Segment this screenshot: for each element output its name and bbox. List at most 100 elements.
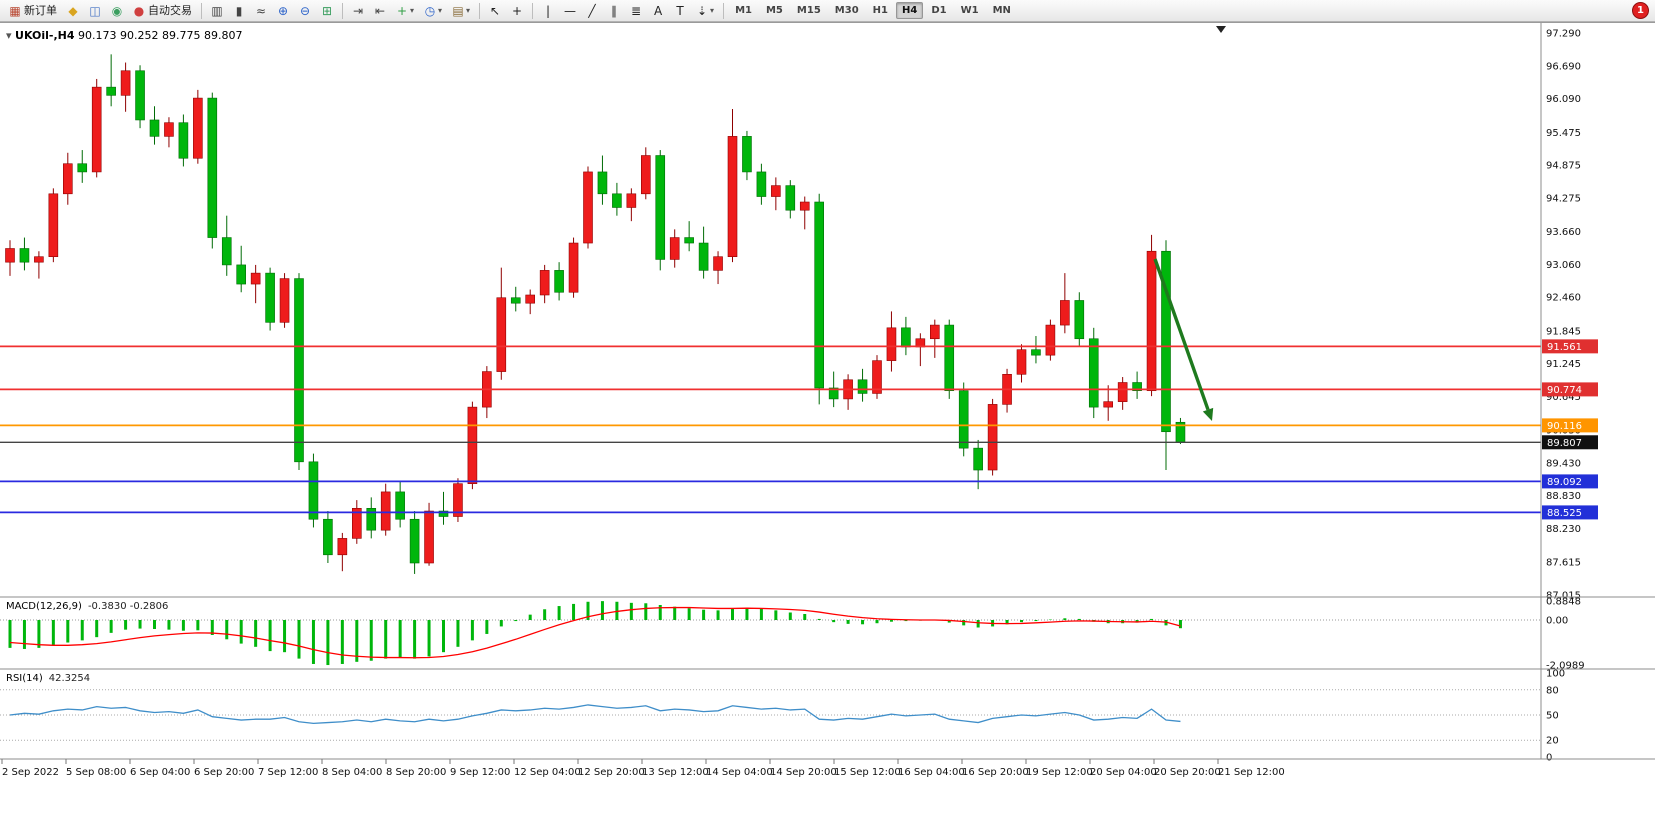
- candle: [1146, 250, 1157, 392]
- rsi-axis-label: 20: [1546, 736, 1559, 747]
- trendline-button[interactable]: ╱: [582, 1, 602, 21]
- arrows-tool-button[interactable]: ⇣ ▾: [692, 1, 718, 21]
- horizontal-line-button[interactable]: —: [560, 1, 580, 21]
- indicators-button[interactable]: + ▾: [392, 1, 418, 21]
- price-axis-label: 96.090: [1546, 94, 1581, 105]
- channel-button[interactable]: ∥: [604, 1, 624, 21]
- chart-canvas[interactable]: 97.290 96.690 96.090 95.475 94.875 94.275 93.6…: [0, 23, 1655, 823]
- candle: [698, 242, 709, 271]
- templates-button[interactable]: ▤ ▾: [448, 1, 474, 21]
- candle: [395, 491, 405, 520]
- timeframe-h4-button[interactable]: H4: [895, 2, 924, 19]
- candle: [5, 248, 15, 263]
- candle: [91, 86, 102, 173]
- candle: [467, 406, 478, 484]
- candle: [236, 264, 246, 285]
- timeframe-w1-button[interactable]: W1: [960, 5, 979, 16]
- auto-scroll-button[interactable]: ⇥: [348, 1, 368, 21]
- candle: [1088, 338, 1099, 408]
- candle: [1060, 300, 1070, 326]
- time-axis-label: 7 Sep 12:00: [258, 767, 318, 778]
- candle: [742, 136, 752, 173]
- candlestick-chart-button[interactable]: ▮: [229, 1, 249, 21]
- candle: [337, 538, 348, 556]
- price-axis-label: 93.660: [1546, 227, 1581, 238]
- chart-shift-button[interactable]: ⇤: [370, 1, 390, 21]
- fibonacci-button[interactable]: ≣: [626, 1, 646, 21]
- auto-trading-label: 自动交易: [148, 4, 192, 17]
- chart-window: 97.290 96.690 96.090 95.475 94.875 94.275 93.6…: [0, 22, 1655, 822]
- candle: [207, 97, 218, 238]
- templates-dropdown-icon[interactable]: ▾: [466, 5, 471, 15]
- text-label-button[interactable]: T: [670, 1, 690, 21]
- price-axis-label: 97.290: [1546, 29, 1581, 40]
- indicators-dropdown-icon[interactable]: ▾: [410, 5, 415, 15]
- timeframe-m15-button[interactable]: M15: [796, 5, 821, 16]
- timeframe-h1-button[interactable]: H1: [872, 5, 888, 16]
- time-axis-label: 20 Sep 20:00: [1154, 767, 1221, 778]
- price-axis-label: 91.845: [1546, 326, 1581, 337]
- market-watch-button[interactable]: ◫: [85, 1, 105, 21]
- timeframe-d1-button[interactable]: D1: [931, 5, 947, 16]
- time-axis-label: 16 Sep 04:00: [898, 767, 965, 778]
- bar-chart-button[interactable]: ▥: [207, 1, 227, 21]
- toolbar-separator: [342, 2, 343, 19]
- candle: [799, 201, 810, 211]
- candle: [48, 193, 59, 258]
- line-chart-button[interactable]: ≈: [251, 1, 271, 21]
- line-chart-icon: ≈: [255, 3, 267, 18]
- candle: [886, 327, 897, 361]
- timeframe-m5-button[interactable]: M5: [765, 5, 783, 16]
- candle: [713, 256, 723, 271]
- chart-shift-marker[interactable]: [1216, 26, 1226, 33]
- price-badge-label: 89.807: [1547, 438, 1582, 449]
- timeframe-m1-button[interactable]: M1: [735, 5, 752, 16]
- macd-axis-label: 0.8848: [1546, 597, 1581, 608]
- candle: [265, 272, 275, 323]
- periods-dropdown-icon[interactable]: ▾: [438, 5, 443, 15]
- zoom-in-button[interactable]: ⊕: [273, 1, 293, 21]
- one-click-trading-toggle[interactable]: ▾: [6, 29, 12, 42]
- candle: [901, 327, 911, 348]
- text-button[interactable]: A: [648, 1, 668, 21]
- price-axis-label: 87.015: [1546, 591, 1581, 602]
- charts-button[interactable]: ◆: [63, 1, 83, 21]
- rsi-indicator-label: RSI(14) 42.3254: [6, 673, 90, 684]
- text-icon: A: [653, 3, 663, 18]
- candle: [958, 390, 969, 449]
- candle: [1045, 324, 1056, 356]
- zoom-out-button[interactable]: ⊖: [295, 1, 315, 21]
- price-badge: [1542, 339, 1598, 354]
- timeframe-m30-button[interactable]: M30: [834, 5, 859, 16]
- arrows-tool-dropdown-icon[interactable]: ▾: [710, 5, 715, 15]
- toolbar-separator: [479, 2, 481, 19]
- periods-button[interactable]: ◷ ▾: [420, 1, 446, 21]
- zoom-out-icon: ⊖: [299, 3, 311, 18]
- time-axis-label: 21 Sep 12:00: [1218, 767, 1285, 778]
- candle: [785, 185, 796, 211]
- crosshair-button[interactable]: +: [507, 1, 527, 21]
- new-order-button[interactable]: ▦ 新订单: [5, 1, 61, 21]
- tile-windows-button[interactable]: ⊞: [317, 1, 337, 21]
- candle: [366, 508, 377, 531]
- trend-arrow-head: [1202, 407, 1214, 421]
- trend-arrow[interactable]: [1153, 258, 1210, 411]
- toolbar: ▦ 新订单 ◆ ◫ ◉ ● 自动交易 ▥ ▮ ≈ ⊕ ⊖ ⊞ ⇥ ⇤ + ▾ ◷ ▾ ▤ ▾ ↖ + | — ╱ ∥…: [0, 0, 1655, 22]
- market-watch-icon: ◫: [89, 3, 101, 18]
- timeframe-mn-button[interactable]: MN: [992, 5, 1011, 16]
- rsi-axis-label: 0: [1546, 753, 1552, 764]
- candle: [34, 256, 44, 263]
- candle: [987, 404, 998, 471]
- new-order-icon: ▦: [9, 3, 21, 18]
- tile-windows-icon: ⊞: [321, 3, 333, 18]
- vertical-line-button[interactable]: |: [538, 1, 558, 21]
- navigator-button[interactable]: ◉: [107, 1, 127, 21]
- auto-trading-button[interactable]: ● 自动交易: [129, 1, 196, 21]
- candle: [77, 163, 88, 173]
- price-axis-label: 92.460: [1546, 293, 1581, 304]
- candle: [814, 201, 825, 389]
- macd-axis-label: -2.0989: [1546, 661, 1585, 672]
- notification-badge[interactable]: 1: [1632, 2, 1649, 19]
- candle: [351, 508, 362, 539]
- cursor-button[interactable]: ↖: [485, 1, 505, 21]
